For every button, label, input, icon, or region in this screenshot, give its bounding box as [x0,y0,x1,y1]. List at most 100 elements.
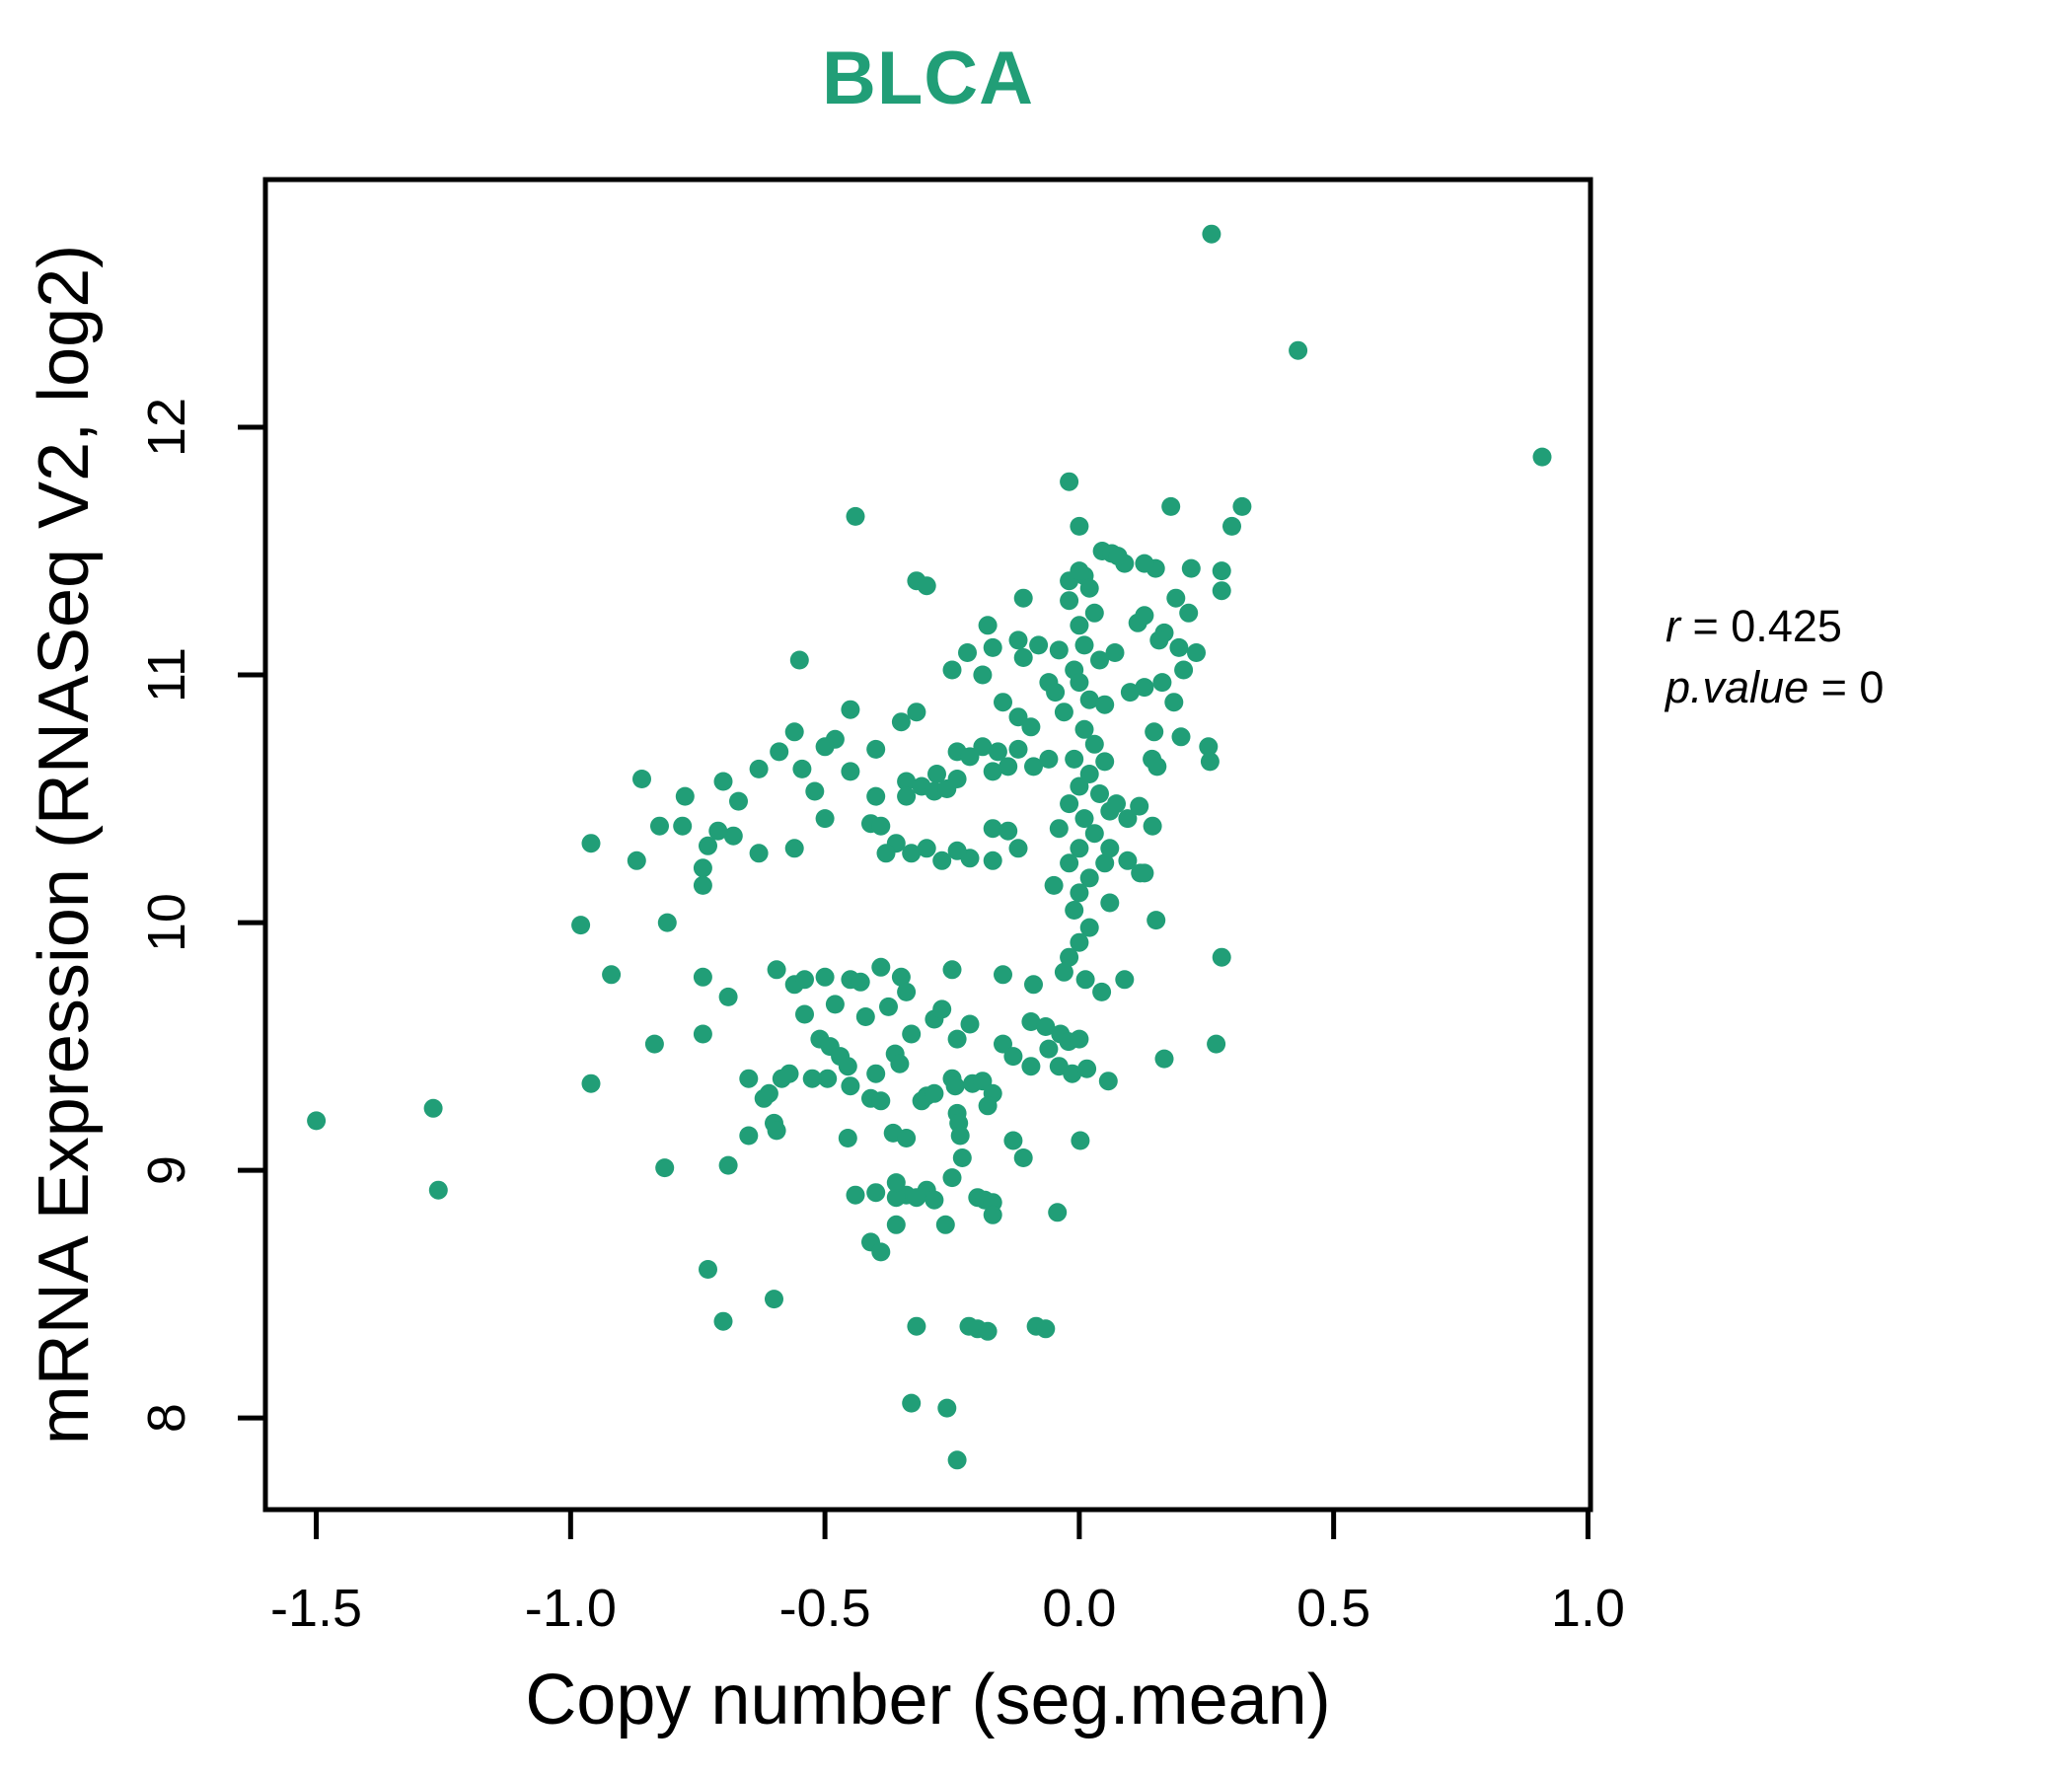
data-point [897,786,917,806]
x-tick-label: 0.0 [1042,1579,1116,1638]
data-point [1039,749,1059,769]
data-point [1048,1203,1068,1222]
data-point [1090,650,1109,670]
data-point [1164,693,1184,712]
data-point [699,1260,717,1279]
data-point [1049,819,1069,839]
data-point [917,839,936,858]
data-point [945,1076,965,1096]
data-point [891,712,911,732]
data-point [1054,962,1073,982]
data-point [983,1205,1002,1224]
data-point [1212,561,1231,581]
data-point [983,637,1002,657]
data-point [1070,883,1089,903]
data-point [1070,932,1089,952]
data-point [866,739,886,759]
data-point [795,970,814,990]
data-point [925,1190,944,1210]
data-point [1008,707,1028,727]
data-point [1075,970,1095,990]
data-point [693,858,712,878]
data-point [749,844,769,863]
data-point [983,762,1002,781]
data-point [657,913,677,932]
data-point [1130,796,1149,816]
data-point [815,809,835,829]
data-point [1179,603,1199,623]
data-point [1118,851,1138,870]
data-point [627,851,646,870]
data-point [1232,496,1252,516]
data-point [708,821,728,841]
data-point [581,1073,601,1093]
data-point [1161,496,1181,516]
data-point [1095,853,1115,873]
data-point [855,1007,875,1026]
data-point [1095,752,1115,772]
data-point [1100,893,1120,913]
data-point [765,1290,783,1309]
data-point [1013,588,1033,608]
data-point [999,757,1018,777]
data-point [1046,683,1066,703]
data-point [675,786,695,806]
data-point [890,1054,910,1073]
data-point [973,665,993,685]
data-point [932,999,952,1019]
data-point [846,1185,865,1205]
data-point [818,1069,838,1088]
p-symbol: p.value [1665,662,1810,713]
data-point [1115,970,1135,990]
data-point [1107,794,1126,814]
data-point [907,1316,926,1336]
data-point [729,791,748,811]
data-point [802,1069,822,1088]
data-point [876,844,896,863]
data-point [1060,947,1079,967]
data-point [1166,588,1186,608]
data-point [866,1064,886,1083]
data-point [1044,875,1064,895]
data-point [1181,558,1201,578]
data-point [838,1129,857,1147]
data-point [1070,839,1089,858]
data-point [1079,918,1099,937]
data-point [307,1111,327,1131]
data-point [927,765,946,783]
data-point [947,1029,967,1049]
data-point [1008,739,1028,759]
data-point [1135,863,1154,883]
data-point [1135,606,1154,626]
data-point [866,786,886,806]
data-point [902,1024,922,1044]
data-point [942,1168,962,1188]
data-point [973,1072,993,1091]
data-point [932,851,952,870]
data-point [1060,794,1079,814]
plot-border [262,177,1593,1513]
data-point [1199,737,1219,757]
data-point [902,844,922,863]
r-symbol: r [1665,601,1680,651]
r-value: = 0.425 [1680,601,1842,651]
data-point [983,851,1002,870]
data-point [937,1398,957,1418]
data-point [1060,591,1079,611]
data-point [1008,839,1028,858]
data-point [784,839,804,858]
data-point [1013,648,1033,667]
data-point [713,772,733,791]
data-point [795,1004,814,1024]
data-point [1029,635,1049,655]
data-point [871,1242,891,1262]
data-point [1149,630,1169,650]
data-point [1024,975,1043,995]
data-point [886,1215,906,1234]
data-point [1060,472,1079,491]
data-point [1120,683,1140,703]
data-point [841,1076,860,1096]
data-point [699,836,717,855]
data-point [1147,757,1167,777]
